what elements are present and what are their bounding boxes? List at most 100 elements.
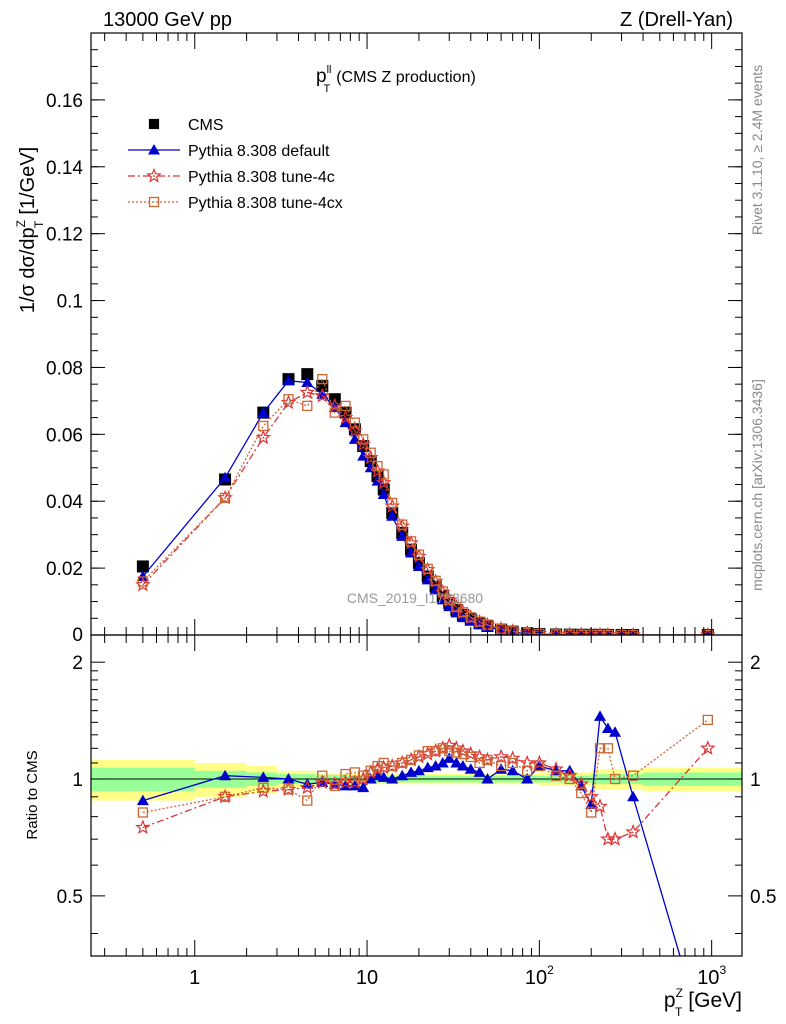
main-point-default-10 <box>364 461 377 473</box>
ratio-point-default-34 <box>594 710 607 721</box>
y-axis-label: 1/σ dσ/dpZ T [1/GeV] <box>14 147 46 313</box>
ratio-ytick-label-2: 2 <box>72 653 83 674</box>
main-point-default-8 <box>348 433 361 444</box>
ratio-point-default-9 <box>357 781 370 793</box>
main-point-tune4cx-18 <box>430 575 441 586</box>
main-ytick-label-0: 0.02 <box>46 559 83 580</box>
main-point-tune4cx-9 <box>358 434 369 445</box>
ratio-point-tune4cx-32 <box>576 787 587 799</box>
main-ytick-label-2: 0.06 <box>46 425 83 446</box>
main-point-default-14 <box>396 530 409 541</box>
ratio-point-tune4cx-20 <box>444 745 455 757</box>
header-right: Z (Drell-Yan) <box>620 9 733 31</box>
legend-label-default: Pythia 8.308 default <box>188 143 330 160</box>
main-point-tune4cx-15 <box>405 536 417 547</box>
ratio-point-tune4cx-29 <box>534 760 545 772</box>
main-point-tune4cx-3 <box>283 394 294 405</box>
ratio-y-axis-label: Ratio to CMS <box>24 750 41 839</box>
main-point-default-2 <box>257 406 270 418</box>
ratio-point-default-22 <box>456 760 469 771</box>
ratio-point-tune4cx-3 <box>283 784 294 795</box>
ratio-point-tune4c-30 <box>548 761 564 776</box>
main-point-default-13 <box>386 510 399 521</box>
x-axis-label-sup: Z <box>676 986 683 1000</box>
ratio-ytick-label-0: 0.5 <box>57 887 83 908</box>
main-point-tune4cx-21 <box>451 601 462 613</box>
legend-label-cms: CMS <box>188 117 224 134</box>
x-axis-label-sub: T <box>675 1005 683 1019</box>
y-axis-label-main: 1/σ dσ/dp <box>17 227 39 313</box>
main-point-tune4cx-7 <box>340 400 351 412</box>
main-point-tune4c-5 <box>314 387 331 403</box>
main-point-cms-4 <box>301 368 314 381</box>
main-point-tune4cx-10 <box>365 447 376 458</box>
x-axis-label-rest: [GeV] <box>688 989 742 1012</box>
ratio-point-tune4c-34 <box>592 798 608 814</box>
main-point-tune4cx-24 <box>474 616 485 627</box>
ratio-ytick-label-1: 1 <box>72 770 83 791</box>
ratio-series-tune4cx <box>137 714 713 818</box>
legend-entry-cms: CMS <box>148 117 224 134</box>
ratio-point-default-2 <box>257 771 270 782</box>
ratio-point-tune4cx-21 <box>451 747 462 758</box>
ratio-point-tune4cx-36 <box>609 773 621 785</box>
legend-entry-tune4cx: Pythia 8.308 tune-4cx <box>128 195 343 212</box>
legend: CMS Pythia 8.308 default Pythia 8.308 tune… <box>128 117 343 212</box>
ratio-point-default-24 <box>473 766 486 777</box>
ratio-point-default-18 <box>429 760 442 771</box>
main-point-tune4c-8 <box>347 422 363 438</box>
ratio-point-tune4cx-26 <box>495 760 507 772</box>
ratio-plot-frame <box>90 634 743 957</box>
ratio-point-tune4cx-30 <box>550 770 562 781</box>
ratio-point-tune4cx-34 <box>594 743 606 754</box>
legend-marker-cms <box>148 118 160 130</box>
legend-label-tune4cx: Pythia 8.308 tune-4cx <box>188 195 343 212</box>
mcplots-note: mcplots.cern.ch [arXiv:1306.3436] <box>749 379 765 591</box>
ratio-ytick-label-right-0: 0.5 <box>750 887 776 908</box>
ratio-point-tune4cx-2 <box>258 782 269 793</box>
legend-marker-tune4c <box>146 167 162 183</box>
main-point-default-30 <box>552 628 560 635</box>
main-point-tune4cx-0 <box>137 576 149 587</box>
rivet-note: Rivet 3.1.10, ≥ 2.4M events <box>749 65 765 235</box>
ratio-point-tune4cx-5 <box>317 770 328 781</box>
main-point-tune4cx-27 <box>507 626 518 635</box>
x-axis-label-main: p <box>664 989 676 1012</box>
ratio-point-default-28 <box>521 773 534 784</box>
plot-title-main: p <box>316 66 327 87</box>
ratio-series <box>135 710 716 956</box>
ratio-point-tune4c-37 <box>625 823 641 839</box>
ratio-point-tune4c-29 <box>531 754 548 770</box>
ratio-point-tune4cx-13 <box>387 760 398 772</box>
main-point-default-1 <box>219 471 232 483</box>
header-left: 13000 GeV pp <box>103 9 232 31</box>
ratio-ytick-label-right-2: 2 <box>750 653 761 674</box>
ratio-point-tune4cx-23 <box>465 751 476 763</box>
ratio-point-tune4cx-24 <box>474 757 485 769</box>
main-point-tune4cx-14 <box>397 519 408 530</box>
main-ytick-label-4: 0.1 <box>57 292 83 313</box>
ratio-point-tune4cx-1 <box>219 791 231 802</box>
main-point-tune4c-12 <box>376 474 392 490</box>
ratio-point-default-14 <box>396 769 409 781</box>
main-point-tune4cx-17 <box>422 563 433 574</box>
main-point-tune4cx-11 <box>372 460 383 472</box>
main-point-default-12 <box>377 488 390 500</box>
main-ytick-label-3: 0.08 <box>46 358 83 379</box>
main-ytick-label-7: 0.16 <box>46 91 83 112</box>
ratio-point-tune4cx-18 <box>430 745 441 757</box>
legend-entry-default: Pythia 8.308 default <box>128 143 330 160</box>
ratio-point-default-16 <box>412 764 425 776</box>
ratio-point-default-37 <box>627 790 640 802</box>
ratio-point-tune4cx-19 <box>437 743 448 754</box>
ratio-point-default-12 <box>377 771 390 782</box>
ratio-point-tune4cx-25 <box>482 754 493 766</box>
ratio-point-tune4c-4 <box>299 779 316 795</box>
main-point-tune4c-2 <box>255 429 272 445</box>
main-point-default-37 <box>629 628 637 635</box>
ratio-point-tune4cx-8 <box>349 767 361 778</box>
ratio-point-tune4cx-38 <box>702 714 713 726</box>
plot-title: pll T (CMS Z production) <box>316 64 476 95</box>
